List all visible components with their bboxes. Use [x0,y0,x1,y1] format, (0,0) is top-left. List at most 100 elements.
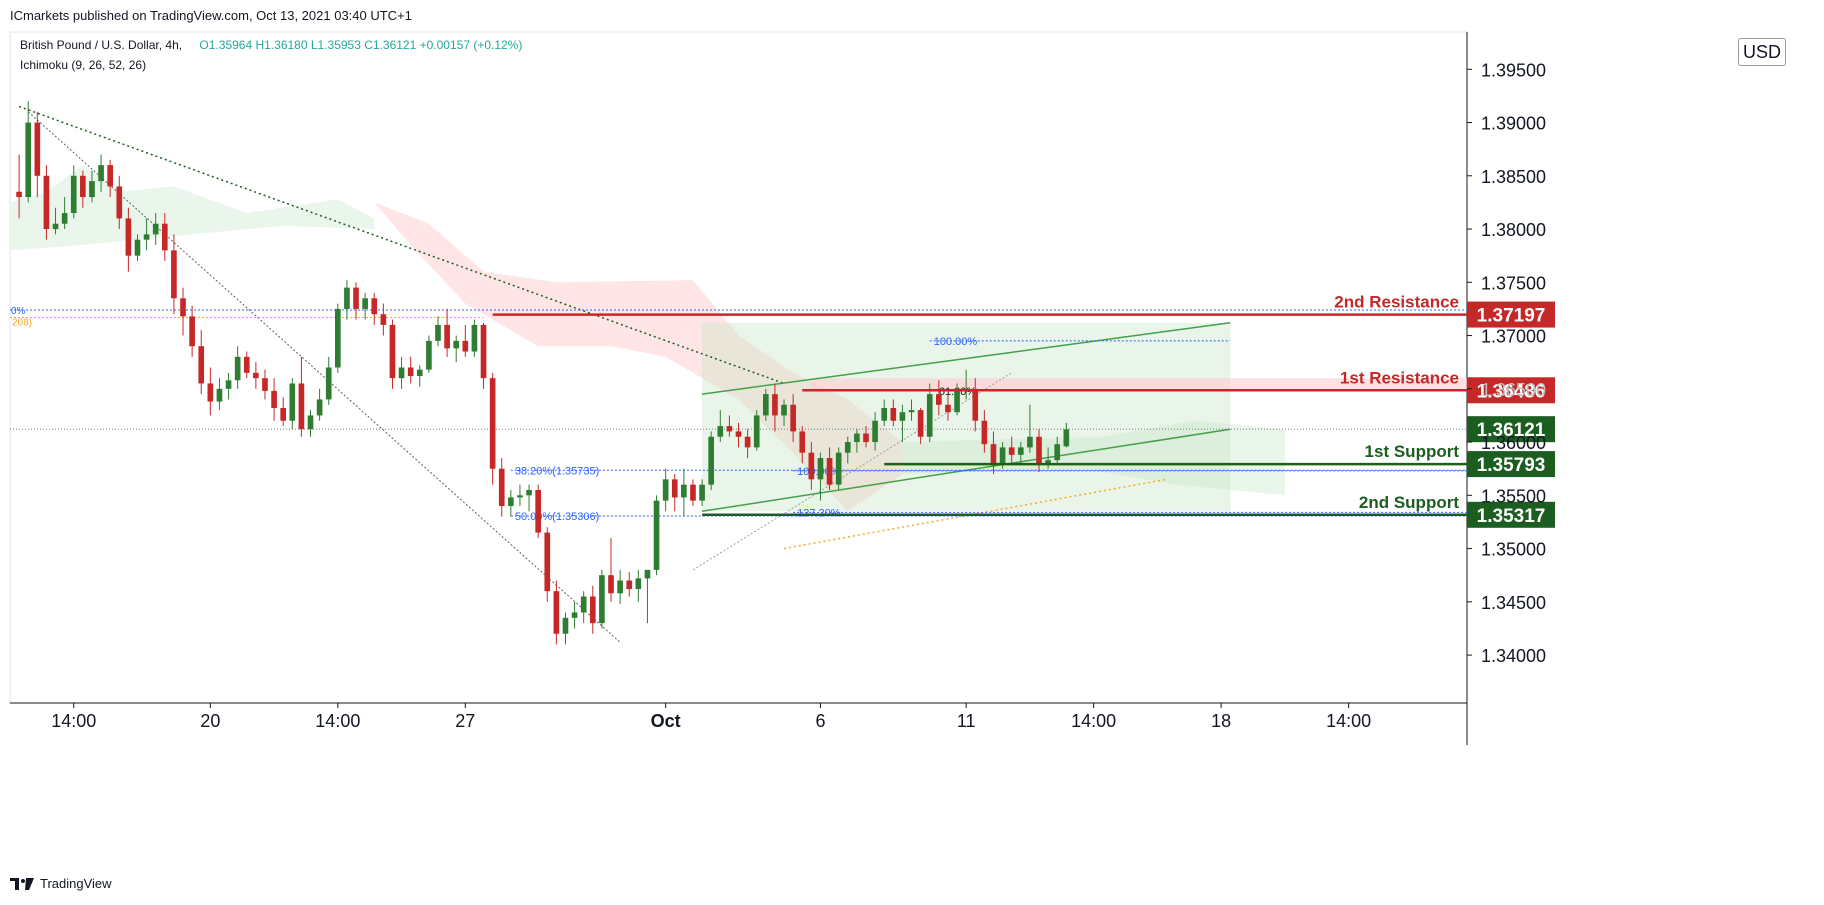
candle [990,431,997,475]
candle [34,111,41,198]
candle [243,351,250,379]
price-tag-value: 1.35317 [1477,506,1546,527]
level-label: 2nd Resistance [1334,293,1459,312]
candle [753,410,760,451]
candle [699,479,705,506]
candle [826,447,833,490]
candle [416,365,423,387]
candle [599,569,605,629]
candle [908,399,915,421]
candle [98,154,104,192]
candle [426,335,432,373]
candle [134,234,141,261]
x-tick-label: 14:00 [1326,711,1371,731]
price-tag[interactable]: 1.36121 [1467,416,1555,443]
target-zone [702,322,1231,512]
indicator-info[interactable]: Ichimoku (9, 26, 52, 26) [20,58,146,72]
fib-label: 50.00%(1.35306) [515,511,599,523]
candle [835,447,842,490]
candle [562,612,569,645]
candle [398,356,405,389]
tradingview-logo-icon [10,877,34,890]
candle [690,479,696,506]
fib-edge-label: 208) [12,317,32,328]
level-label: 1st Resistance [1340,368,1459,387]
price-tag[interactable]: 1.35793 [1467,451,1555,478]
y-tick-label: 1.39000 [1481,114,1546,134]
candle [189,305,195,357]
y-tick-label: 1.35000 [1481,540,1546,560]
candle [335,303,341,373]
price-tag[interactable]: 1.37197 [1467,301,1555,328]
x-tick-label: 14:00 [315,711,360,731]
candle [681,468,687,517]
candle [881,399,888,427]
x-tick-label: Oct [651,711,681,731]
candle [353,282,359,320]
candle [635,569,642,602]
level-label: 1st Support [1365,442,1460,461]
candle [371,292,378,325]
candle [526,484,532,512]
candle [1027,404,1033,453]
top-bar: ICmarkets published on TradingView.com, … [0,0,1824,32]
currency-button[interactable]: USD [1738,38,1786,66]
x-tick-label: 14:00 [51,711,96,731]
candle [152,213,159,246]
candle [744,429,751,459]
candle [171,234,177,315]
x-tick-label: 11 [957,711,976,731]
candle [872,412,878,451]
candle [407,356,414,384]
candle [325,356,332,405]
fib-label: 38.20%(1.35735) [515,465,599,477]
candle [471,319,478,357]
candle [225,372,232,400]
candle [116,175,123,230]
candle [708,431,715,490]
candle [207,367,214,416]
y-tick-label: 1.34500 [1481,593,1546,613]
candle [726,415,733,437]
candle [143,218,150,251]
y-tick-label: 1.36500 [1481,380,1546,400]
candle [16,154,22,219]
candle [972,378,979,432]
x-tick-label: 27 [455,711,475,731]
footer-brand: TradingView [40,876,112,891]
candle [498,458,505,517]
fib-label: 127.20% [797,507,841,519]
candle [580,591,587,624]
candle [671,474,678,512]
symbol-label: British Pound / U.S. Dollar, 4h, [20,38,183,52]
candle [799,426,806,464]
candle [926,383,933,443]
candle [589,585,596,634]
candle [535,484,541,538]
candle [216,378,223,411]
candle [808,442,815,490]
candle [480,322,487,389]
indicator-label[interactable]: Ichimoku (9, 26, 52, 26) [20,58,147,72]
y-tick-label: 1.36000 [1481,433,1546,453]
candle [89,170,95,203]
candles [16,101,1070,645]
x-tick-label: 20 [200,711,220,731]
candle [61,197,68,230]
candle [43,165,50,240]
candle [945,394,951,421]
candle [298,356,305,437]
fib-label: 100.00% [934,336,978,348]
candle [1017,442,1024,464]
candle [653,495,660,576]
price-tag[interactable]: 1.35317 [1467,501,1555,528]
candle [70,165,77,219]
candle [954,383,960,416]
candle [1054,436,1061,464]
cloud-green-future [902,420,1285,496]
level-label: 2nd Support [1359,493,1459,512]
x-tick-label: 14:00 [1071,711,1116,731]
price-tag[interactable]: 1.36486 [1467,377,1555,404]
candle [489,372,496,485]
